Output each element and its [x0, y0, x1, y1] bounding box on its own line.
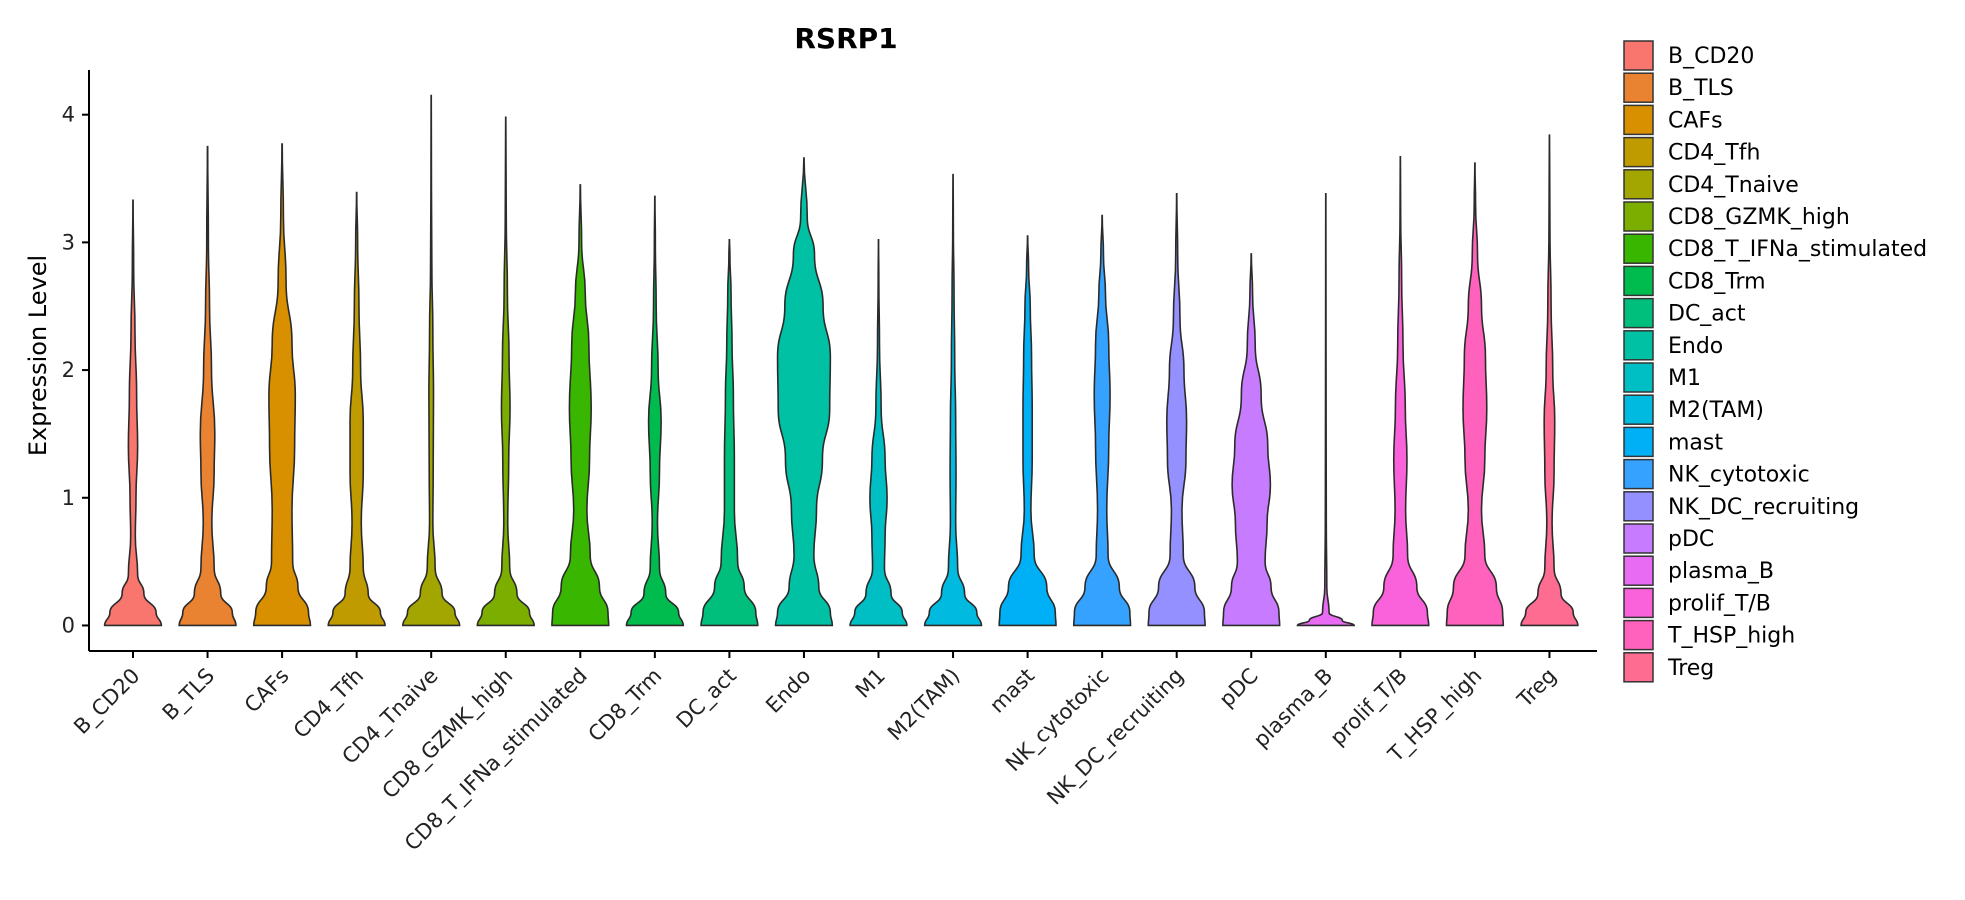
legend-label: prolif_T/B	[1668, 591, 1771, 616]
y-tick-label: 0	[62, 613, 75, 637]
legend-label: T_HSP_high	[1667, 624, 1795, 649]
x-tick-label: Endo	[761, 664, 815, 718]
x-axis: B_CD20 B_TLS CAFsCD4_TfhCD4_TnaiveCD8_GZMK…	[69, 650, 1597, 856]
legend-label: CD8_GZMK_high	[1668, 205, 1850, 230]
violin-mast	[998, 235, 1057, 627]
legend-label: Endo	[1668, 334, 1723, 359]
violin-pdc	[1222, 253, 1281, 627]
violin-cd8-trm	[625, 195, 685, 627]
legend-label: NK_cytotoxic	[1668, 463, 1810, 488]
legend-label: mast	[1668, 430, 1723, 455]
legend-label: CD4_Tnaive	[1668, 173, 1799, 198]
legend-label: M1	[1668, 366, 1701, 391]
violin-cd4-tnaive	[402, 94, 461, 627]
violin-b-cd20	[103, 199, 163, 627]
legend-label: NK_DC_recruiting	[1668, 495, 1859, 520]
violin-plasma-b	[1296, 193, 1355, 627]
violin-cafs	[252, 143, 312, 627]
legend-key	[1623, 555, 1654, 586]
legend-label: plasma_B	[1668, 559, 1774, 584]
legend-key	[1623, 458, 1654, 490]
x-tick-label: DC_act	[672, 664, 742, 734]
legend-key	[1623, 169, 1654, 200]
y-axis: 0 1 2 3 4	[62, 70, 90, 651]
legend-key	[1623, 104, 1654, 136]
x-tick-label: B_TLS	[158, 664, 220, 726]
violin-prolif-t-b	[1371, 156, 1430, 627]
legend-label: M2(TAM)	[1668, 398, 1764, 423]
violin-t-hsp-high	[1445, 162, 1505, 627]
x-tick-label: mast	[985, 664, 1039, 718]
legend-key	[1623, 330, 1654, 361]
x-tick-label: pDC	[1215, 664, 1263, 712]
legend-key	[1623, 265, 1654, 297]
legend-label: DC_act	[1668, 302, 1746, 327]
violin-endo	[774, 157, 834, 627]
x-tick-label: plasma_B	[1249, 664, 1338, 753]
legend-key	[1623, 297, 1654, 329]
legend-key	[1623, 233, 1654, 264]
legend-key	[1623, 426, 1654, 458]
violin-group	[103, 94, 1579, 627]
x-tick-label: Treg	[1512, 664, 1561, 713]
x-tick-label: CD8_Trm	[584, 664, 668, 748]
legend-label: B_TLS	[1668, 76, 1734, 101]
violin-treg	[1520, 134, 1579, 627]
violin-cd4-tfh	[327, 191, 386, 627]
x-tick-label: CAFs	[240, 664, 294, 718]
x-tick-label: B_CD20	[69, 664, 145, 740]
legend-key	[1623, 394, 1654, 425]
x-tick-label: M2(TAM)	[883, 664, 965, 746]
legend-key	[1623, 40, 1654, 71]
legend-label: B_CD20	[1668, 44, 1754, 69]
violin-nk-cytotoxic	[1072, 214, 1132, 627]
violin-dc-act	[700, 239, 759, 627]
legend-label: pDC	[1668, 527, 1714, 552]
violin-m1	[849, 239, 908, 627]
violin-cd8-gzmk-high	[476, 116, 535, 627]
legend-label: CAFs	[1668, 108, 1723, 133]
x-tick-label: M1	[851, 664, 890, 703]
legend-key	[1623, 136, 1654, 168]
y-tick-label: 4	[62, 103, 75, 127]
y-tick-label: 1	[62, 486, 75, 510]
legend-label: CD8_T_IFNa_stimulated	[1668, 237, 1927, 262]
legend-label: CD4_Tfh	[1668, 141, 1760, 166]
legend: B_CD20 B_TLS CAFs CD4_Tfh CD4_Tnaive CD8_GZMK…	[1623, 40, 1927, 683]
violin-b-tls	[178, 145, 237, 627]
violin-m2-tam-	[923, 173, 983, 627]
violin-cd8-t-ifna-stimulated	[551, 184, 610, 627]
chart-title: RSRP1	[794, 22, 897, 55]
legend-label: CD8_Trm	[1668, 269, 1766, 294]
legend-key	[1623, 72, 1654, 103]
legend-key	[1623, 619, 1654, 651]
x-tick-label: CD8_GZMK_high	[378, 664, 518, 804]
y-tick-label: 3	[62, 230, 75, 254]
x-tick-label: NK_DC_recruiting	[1042, 664, 1189, 811]
legend-key	[1623, 362, 1654, 393]
y-axis-label: Expression Level	[24, 255, 52, 456]
violin-nk-dc-recruiting	[1147, 193, 1206, 627]
legend-label: Treg	[1667, 656, 1714, 681]
legend-key	[1623, 201, 1654, 232]
legend-key	[1623, 652, 1654, 683]
y-tick-label: 2	[62, 358, 75, 382]
legend-key	[1623, 587, 1654, 619]
legend-key	[1623, 491, 1654, 522]
legend-key	[1623, 523, 1654, 554]
